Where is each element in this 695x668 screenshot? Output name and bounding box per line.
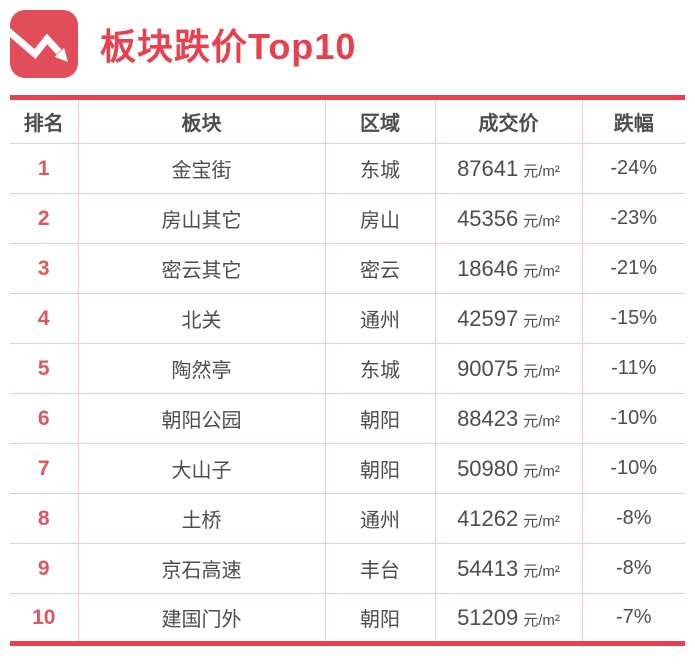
- drop-cell: -8%: [582, 493, 685, 544]
- price-value: 41262: [457, 505, 519, 531]
- table-row: 2 房山其它 房山 45356 元/m² -23%: [10, 193, 685, 244]
- col-header-drop: 跌幅: [582, 97, 685, 144]
- block-cell: 房山其它: [78, 193, 326, 244]
- col-header-rank: 排名: [10, 97, 79, 144]
- price-value: 18646: [457, 255, 519, 281]
- table-row: 6 朝阳公园 朝阳 88423 元/m² -10%: [10, 393, 685, 444]
- rank-cell: 3: [10, 243, 79, 294]
- col-header-block: 板块: [78, 97, 326, 144]
- rank-cell: 9: [10, 543, 79, 594]
- price-value: 45356: [457, 205, 519, 231]
- price-value: 51209: [457, 604, 519, 630]
- table-body: 1 金宝街 东城 87641 元/m² -24% 2 房山其它 房山 45356 元…: [10, 143, 685, 644]
- table-header-row: 排名 板块 区域 成交价 跌幅: [10, 97, 685, 144]
- rank-cell: 4: [10, 293, 79, 344]
- rank-cell: 7: [10, 443, 79, 494]
- block-cell: 金宝街: [78, 143, 326, 194]
- region-cell: 通州: [325, 493, 436, 544]
- col-header-price: 成交价: [435, 97, 583, 144]
- price-value: 42597: [457, 305, 519, 331]
- region-cell: 朝阳: [325, 443, 436, 494]
- trend-down-icon: [4, 9, 78, 78]
- region-cell: 朝阳: [325, 393, 436, 444]
- price-cell: 45356 元/m²: [435, 193, 583, 244]
- price-cell: 88423 元/m²: [435, 393, 583, 444]
- rank-cell: 8: [10, 493, 79, 544]
- rank-cell: 1: [10, 143, 79, 194]
- table-row: 4 北关 通州 42597 元/m² -15%: [10, 293, 685, 344]
- table-row: 7 大山子 朝阳 50980 元/m² -10%: [10, 443, 685, 494]
- price-value: 50980: [457, 455, 519, 481]
- region-cell: 丰台: [325, 543, 436, 594]
- price-unit-label: 元/m²: [523, 462, 560, 480]
- price-value: 87641: [457, 155, 519, 181]
- region-cell: 东城: [325, 143, 436, 194]
- region-cell: 密云: [325, 243, 436, 294]
- price-value: 54413: [457, 555, 519, 581]
- drop-cell: -10%: [582, 393, 685, 444]
- block-cell: 陶然亭: [78, 343, 326, 394]
- price-unit-label: 元/m²: [523, 212, 560, 230]
- price-cell: 41262 元/m²: [435, 493, 583, 544]
- page-header: 板块跌价Top10: [0, 0, 695, 78]
- rank-cell: 10: [10, 593, 79, 644]
- price-unit-label: 元/m²: [523, 512, 560, 530]
- block-cell: 土桥: [78, 493, 326, 544]
- drop-cell: -7%: [615, 606, 652, 628]
- price-cell: 50980 元/m²: [435, 443, 583, 494]
- drop-cell: -21%: [582, 243, 685, 294]
- price-value: 90075: [457, 355, 519, 381]
- region-cell: 通州: [325, 293, 436, 344]
- price-value: 88423: [457, 405, 519, 431]
- page-title: 板块跌价Top10: [100, 25, 357, 67]
- drop-cell: -10%: [582, 443, 685, 494]
- price-unit-label: 元/m²: [523, 362, 560, 380]
- block-cell: 京石高速: [78, 543, 326, 594]
- table-row: 5 陶然亭 东城 90075 元/m² -11%: [10, 343, 685, 394]
- ranking-table: 排名 板块 区域 成交价 跌幅 1 金宝街 东城 87641 元/m² -24% …: [10, 95, 685, 646]
- region-cell: 房山: [325, 193, 436, 244]
- price-unit-label: 元/m²: [523, 262, 560, 280]
- rank-cell: 5: [10, 343, 79, 394]
- price-unit-label: 元/m²: [523, 162, 560, 180]
- drop-cell: -23%: [582, 193, 685, 244]
- drop-cell: -24%: [582, 143, 685, 194]
- drop-cell: -15%: [582, 293, 685, 344]
- price-cell: 54413 元/m²: [435, 543, 583, 594]
- table-row: 10 建国门外 朝阳 51209 元/m² -7%: [10, 593, 685, 644]
- drop-cell: -8%: [582, 543, 685, 594]
- price-cell: 18646 元/m²: [435, 243, 583, 294]
- price-unit-label: 元/m²: [523, 611, 560, 629]
- table-row: 9 京石高速 丰台 54413 元/m² -8%: [10, 543, 685, 594]
- table-row: 3 密云其它 密云 18646 元/m² -21%: [10, 243, 685, 294]
- price-cell: 42597 元/m²: [435, 293, 583, 344]
- price-unit-label: 元/m²: [523, 562, 560, 580]
- col-header-region: 区域: [325, 97, 436, 144]
- table-row: 8 土桥 通州 41262 元/m² -8%: [10, 493, 685, 544]
- price-unit-label: 元/m²: [523, 312, 560, 330]
- region-cell: 朝阳: [325, 593, 436, 644]
- rank-cell: 6: [10, 393, 79, 444]
- region-cell: 东城: [325, 343, 436, 394]
- block-cell: 北关: [78, 293, 326, 344]
- price-cell: 51209 元/m²: [435, 593, 583, 644]
- block-cell: 朝阳公园: [78, 393, 326, 444]
- block-cell: 大山子: [78, 443, 326, 494]
- block-cell: 密云其它: [78, 243, 326, 294]
- table-row: 1 金宝街 东城 87641 元/m² -24%: [10, 143, 685, 194]
- block-cell: 建国门外: [78, 593, 326, 644]
- price-cell: 87641 元/m²: [435, 143, 583, 194]
- rank-cell: 2: [10, 193, 79, 244]
- price-cell: 90075 元/m²: [435, 343, 583, 394]
- price-unit-label: 元/m²: [523, 412, 560, 430]
- drop-cell: -11%: [582, 343, 685, 394]
